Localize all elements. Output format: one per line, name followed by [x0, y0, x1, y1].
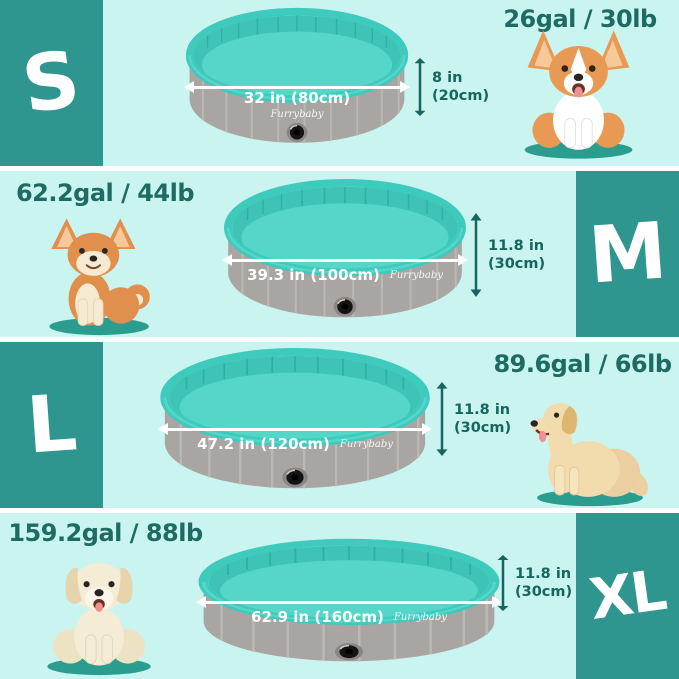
row-size-xl: XL 159.2gal / 88lb 62.9 in (160cm) Furry…: [0, 513, 679, 679]
golden-retriever-illustration: [530, 403, 648, 507]
diameter-dimension-s: 32 in (80cm) Furrybaby: [184, 81, 410, 120]
pool-illustration-s: [184, 6, 410, 158]
height-dimension-l: 11.8 in (30cm): [436, 382, 511, 456]
size-badge-l: L: [0, 342, 103, 508]
capacity-label-l: 89.6gal / 66lb: [493, 350, 672, 378]
diameter-arrow: [158, 423, 432, 435]
diameter-dimension-l: 47.2 in (120cm) Furrybaby: [158, 423, 432, 453]
height-label: 11.8 in (30cm): [454, 401, 511, 437]
brand-logo: Furrybaby: [270, 109, 324, 120]
height-label: 11.8 in (30cm): [515, 565, 572, 601]
height-arrow-icon: [436, 382, 448, 456]
height-label-cm: (30cm): [454, 420, 512, 436]
capacity-label-xl: 159.2gal / 88lb: [8, 519, 203, 547]
height-arrow-icon: [414, 58, 426, 116]
size-letter-xl: XL: [585, 558, 670, 633]
diameter-arrow: [184, 81, 410, 93]
height-label-cm: (20cm): [432, 88, 490, 104]
pool-illustration-l: [158, 346, 432, 504]
diameter-dimension-xl: 62.9 in (160cm) Furrybaby: [196, 596, 502, 626]
diameter-label: 32 in (80cm): [243, 89, 351, 107]
brand-logo: Furrybaby: [389, 270, 443, 281]
height-label-cm: (30cm): [488, 256, 546, 272]
height-arrow-icon: [497, 555, 509, 611]
height-label-in: 11.8 in: [488, 237, 545, 254]
diameter-arrow: [196, 596, 502, 608]
corgi-illustration: [524, 30, 633, 159]
height-label-in: 11.8 in: [454, 401, 511, 418]
size-letter-s: S: [17, 34, 86, 132]
brand-logo: Furrybaby: [339, 439, 393, 450]
capacity-label-s: 26gal / 30lb: [503, 5, 657, 33]
brand-logo: Furrybaby: [393, 612, 447, 623]
pool-illustration-m: [222, 177, 468, 333]
row-size-l: L 47.2 in (120cm) Furrybaby 11.8 in (30c…: [0, 342, 679, 508]
height-arrow-icon: [470, 213, 482, 297]
diameter-label: 62.9 in (160cm): [251, 608, 384, 626]
row-size-m: M 62.2gal / 44lb 39.3 in (100cm) Furryba…: [0, 171, 679, 337]
diameter-dimension-m: 39.3 in (100cm) Furrybaby: [222, 254, 468, 284]
diameter-label: 47.2 in (120cm): [197, 435, 330, 453]
diameter-arrow: [222, 254, 468, 266]
shiba-inu-illustration: [49, 218, 150, 336]
size-letter-l: L: [23, 378, 80, 472]
height-dimension-m: 11.8 in (30cm): [470, 213, 545, 297]
size-letter-m: M: [585, 206, 670, 302]
labrador-illustration: [47, 563, 151, 676]
height-label: 11.8 in (30cm): [488, 237, 545, 273]
diameter-label: 39.3 in (100cm): [247, 266, 380, 284]
size-badge-s: S: [0, 0, 103, 166]
capacity-label-m: 62.2gal / 44lb: [15, 179, 195, 207]
height-dimension-xl: 11.8 in (30cm): [497, 555, 572, 611]
height-dimension-s: 8 in (20cm): [414, 58, 489, 116]
height-label-in: 8 in: [432, 69, 463, 86]
size-badge-m: M: [576, 171, 679, 337]
height-label-in: 11.8 in: [515, 565, 572, 582]
size-badge-xl: XL: [576, 513, 679, 679]
height-label-cm: (30cm): [515, 584, 573, 600]
height-label: 8 in (20cm): [432, 69, 489, 105]
row-size-s: S 32 in (80cm) Furrybaby 8 in (20cm) 26g…: [0, 0, 679, 166]
